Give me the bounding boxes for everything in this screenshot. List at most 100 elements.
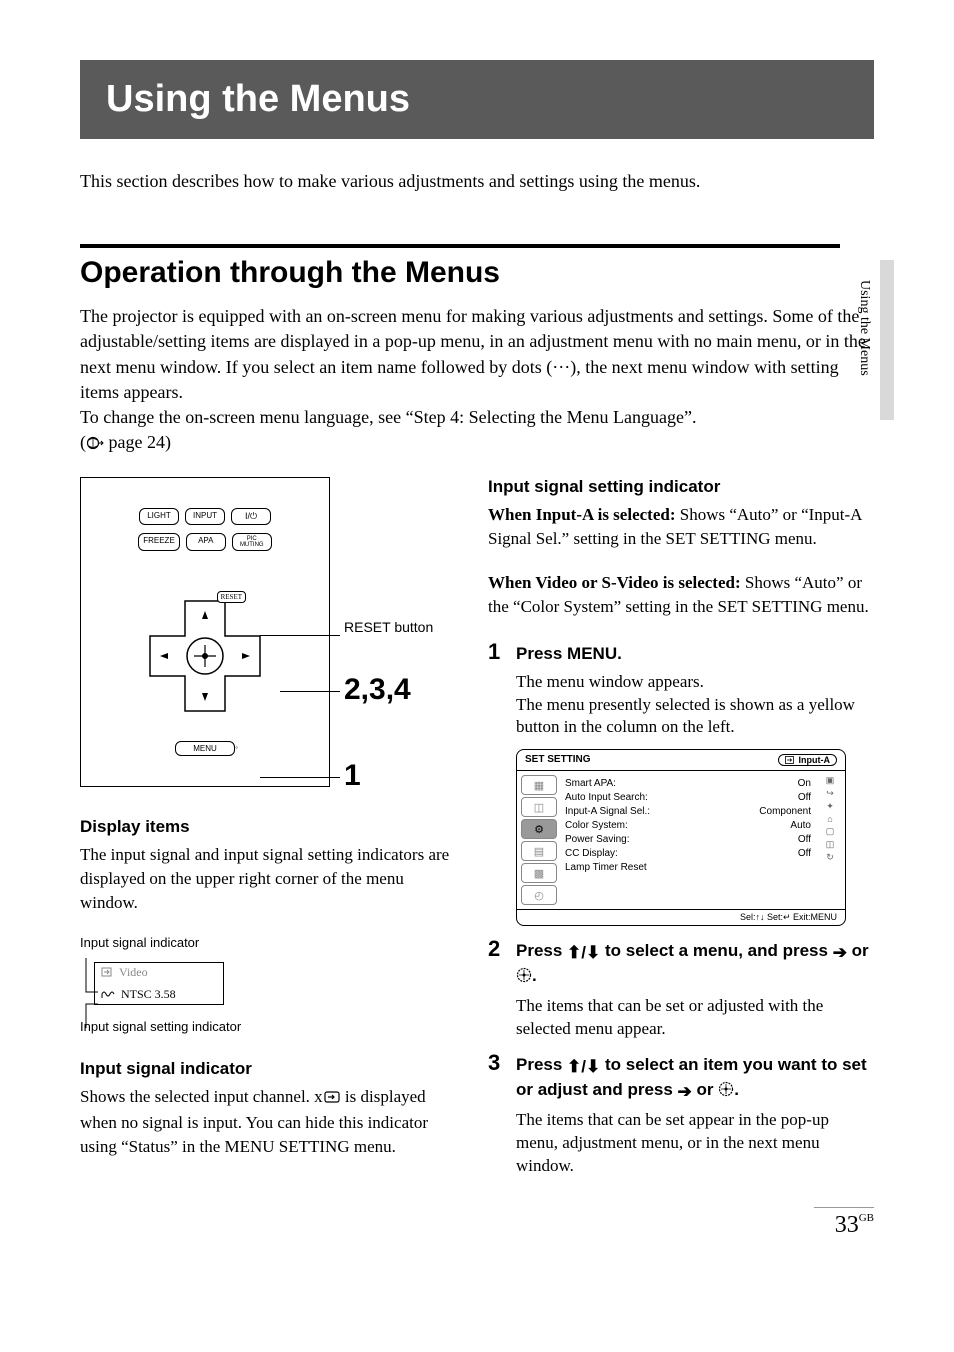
menu-tab-1: ▦ xyxy=(521,775,557,795)
menu-item: Power Saving:Off xyxy=(565,833,811,847)
menu-item: Auto Input Search:Off xyxy=(565,791,811,805)
indicator-video-row: Video xyxy=(95,963,223,985)
menu-input-pill: Input-A xyxy=(778,754,838,766)
side-tab-text: Using the Menus xyxy=(856,280,872,376)
remote-dpad: RESET xyxy=(130,581,280,731)
right-arrow-icon: ➔ xyxy=(833,942,847,964)
no-signal-icon xyxy=(323,1087,341,1111)
step-3-row: 3 Press ⬆/⬇ to select an item you want t… xyxy=(488,1050,874,1102)
enter-circle-icon xyxy=(718,1081,734,1103)
remote-power-button: I/⏻ xyxy=(231,508,271,525)
when-input-a-para: When Input-A is selected: Shows “Auto” o… xyxy=(488,503,874,551)
menu-tabs: ▦ ◫ ⚙ ▤ ▩ ◴ xyxy=(521,775,557,905)
status-icon: ◫ xyxy=(819,839,841,850)
right-column: Input signal setting indicator When Inpu… xyxy=(488,477,874,1187)
step-1-number: 1 xyxy=(488,639,508,665)
step-3-body: The items that can be set appear in the … xyxy=(516,1109,874,1178)
indicator-video-text: Video xyxy=(119,965,148,980)
input-signal-setting-caption: Input signal setting indicator xyxy=(80,1019,460,1036)
signal-indicator-box: Video NTSC 3.58 xyxy=(94,962,224,1005)
page-number: 33 xyxy=(835,1212,859,1238)
menu-status-icons: ▣ ↪ ✦ ⌂ ▢ ◫ ↻ xyxy=(819,775,841,905)
menu-title: SET SETTING xyxy=(525,754,591,766)
status-icon: ↪ xyxy=(819,788,841,799)
reset-callout-text: RESET button xyxy=(344,619,433,635)
page-title: Using the Menus xyxy=(106,78,848,121)
menu-item: Input-A Signal Sel.:Component xyxy=(565,805,811,819)
menu-item: CC Display:Off xyxy=(565,847,811,861)
step-2-row: 2 Press ⬆/⬇ to select a menu, and press … xyxy=(488,936,874,988)
menu-tab-5: ▩ xyxy=(521,863,557,883)
remote-picmuting-button: PICMUTING xyxy=(232,533,272,551)
remote-menu-label: MENU xyxy=(193,744,217,753)
page-ref-text: page 24) xyxy=(104,432,171,452)
menu-screenshot: SET SETTING Input-A ▦ ◫ ⚙ ▤ ▩ ◴ xyxy=(516,749,846,926)
section-divider xyxy=(80,244,840,248)
menu-tab-6: ◴ xyxy=(521,885,557,905)
bracket-top-icon xyxy=(84,956,104,996)
menu-footer: Sel:↑↓ Set:↵ Exit:MENU xyxy=(517,910,845,925)
bracket-bottom-icon xyxy=(84,1002,104,1032)
callout-line-1 xyxy=(260,777,340,778)
remote-light-button: LIGHT xyxy=(139,508,179,525)
isi-body-a: Shows the selected input channel. xyxy=(80,1087,314,1106)
side-tab xyxy=(880,260,894,420)
input-signal-indicator-caption: Input signal indicator xyxy=(80,935,460,952)
menu-tab-4: ▤ xyxy=(521,841,557,861)
step-1-body: The menu window appears. The menu presen… xyxy=(516,671,874,740)
section-body-text: The projector is equipped with an on-scr… xyxy=(80,306,866,427)
step-1-row: 1 Press MENU. xyxy=(488,639,874,665)
reset-callout-label: RESET button xyxy=(344,619,433,635)
display-items-body: The input signal and input signal settin… xyxy=(80,843,460,914)
menu-item: Lamp Timer Reset xyxy=(565,861,811,875)
menu-tab-3-active: ⚙ xyxy=(521,819,557,839)
page-number-suffix: GB xyxy=(859,1212,874,1224)
callout-234: 2,3,4 xyxy=(344,673,411,707)
remote-input-button: INPUT xyxy=(185,508,225,525)
callout-line-reset xyxy=(260,635,340,636)
callout-1: 1 xyxy=(344,759,361,793)
step-1-heading: Press MENU. xyxy=(516,643,622,665)
callout-line-234 xyxy=(280,691,340,692)
remote-freeze-button: FREEZE xyxy=(138,533,180,551)
title-banner: Using the Menus xyxy=(80,60,874,139)
input-arrow-icon xyxy=(785,756,795,764)
display-items-heading: Display items xyxy=(80,817,460,837)
status-icon: ↻ xyxy=(819,852,841,863)
indicator-ntsc-text: NTSC 3.58 xyxy=(121,987,176,1002)
left-column: LIGHT INPUT I/⏻ FREEZE APA PICMUTING RES… xyxy=(80,477,460,1187)
status-icon: ⌂ xyxy=(819,814,841,824)
remote-reset-button: RESET xyxy=(217,591,246,603)
remote-menu-button: MENU ◦ xyxy=(175,741,235,756)
menu-item: Smart APA:On xyxy=(565,777,811,791)
enter-circle-icon xyxy=(516,967,532,989)
step-3-heading: Press ⬆/⬇ to select an item you want to … xyxy=(516,1054,874,1102)
remote-diagram: LIGHT INPUT I/⏻ FREEZE APA PICMUTING RES… xyxy=(80,477,330,787)
input-setting-heading: Input signal setting indicator xyxy=(488,477,874,497)
status-icon: ▣ xyxy=(819,775,841,786)
section-heading: Operation through the Menus xyxy=(80,256,874,290)
step-2-body: The items that can be set or adjusted wi… xyxy=(516,995,874,1041)
when-a-label: When Input-A is selected: xyxy=(488,505,675,524)
status-icon: ▢ xyxy=(819,826,841,837)
page-ref-icon xyxy=(86,432,104,457)
updown-arrow-icon: ⬆/⬇ xyxy=(567,1056,600,1078)
when-v-label: When Video or S-Video is selected: xyxy=(488,573,741,592)
indicator-ntsc-row: NTSC 3.58 xyxy=(95,985,223,1004)
step-2-number: 2 xyxy=(488,936,508,962)
input-signal-indicator-heading: Input signal indicator xyxy=(80,1059,460,1079)
menu-items: Smart APA:On Auto Input Search:Off Input… xyxy=(557,775,819,905)
when-video-para: When Video or S-Video is selected: Shows… xyxy=(488,571,874,619)
menu-item: Color System:Auto xyxy=(565,819,811,833)
intro-text: This section describes how to make vario… xyxy=(80,169,874,194)
menu-tab-2: ◫ xyxy=(521,797,557,817)
updown-arrow-icon: ⬆/⬇ xyxy=(567,942,600,964)
step-2-heading: Press ⬆/⬇ to select a menu, and press ➔ … xyxy=(516,940,874,988)
right-arrow-icon: ➔ xyxy=(678,1081,692,1103)
status-icon: ✦ xyxy=(819,801,841,812)
step-3-number: 3 xyxy=(488,1050,508,1076)
remote-apa-button: APA xyxy=(186,533,226,551)
section-body: The projector is equipped with an on-scr… xyxy=(80,304,874,457)
menu-input-label: Input-A xyxy=(799,755,831,765)
input-signal-indicator-body: Shows the selected input channel. x is d… xyxy=(80,1085,460,1158)
